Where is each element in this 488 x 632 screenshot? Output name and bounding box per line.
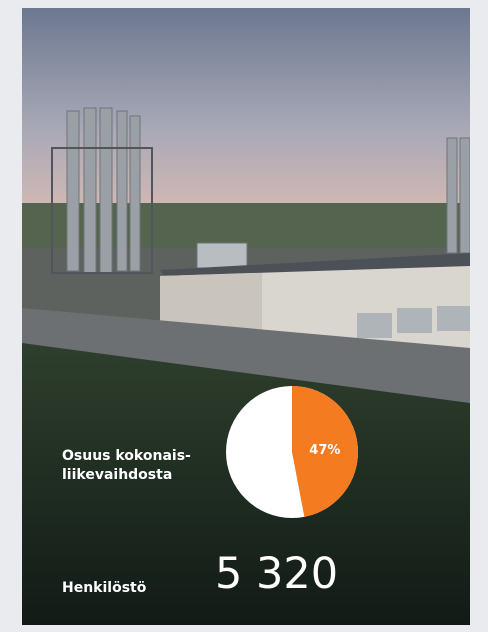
pie-title: Osuus kokonais-liikevaihdosta xyxy=(62,447,212,485)
pie-chart: 47% xyxy=(22,8,470,625)
staff-label: Henkilöstö xyxy=(62,579,146,598)
info-card: 47% Osuus kokonais-liikevaihdosta Henkil… xyxy=(22,8,470,625)
staff-value: 5 320 xyxy=(215,548,338,600)
page: 47% Osuus kokonais-liikevaihdosta Henkil… xyxy=(0,0,488,632)
pie-value-label: 47% xyxy=(309,443,340,458)
